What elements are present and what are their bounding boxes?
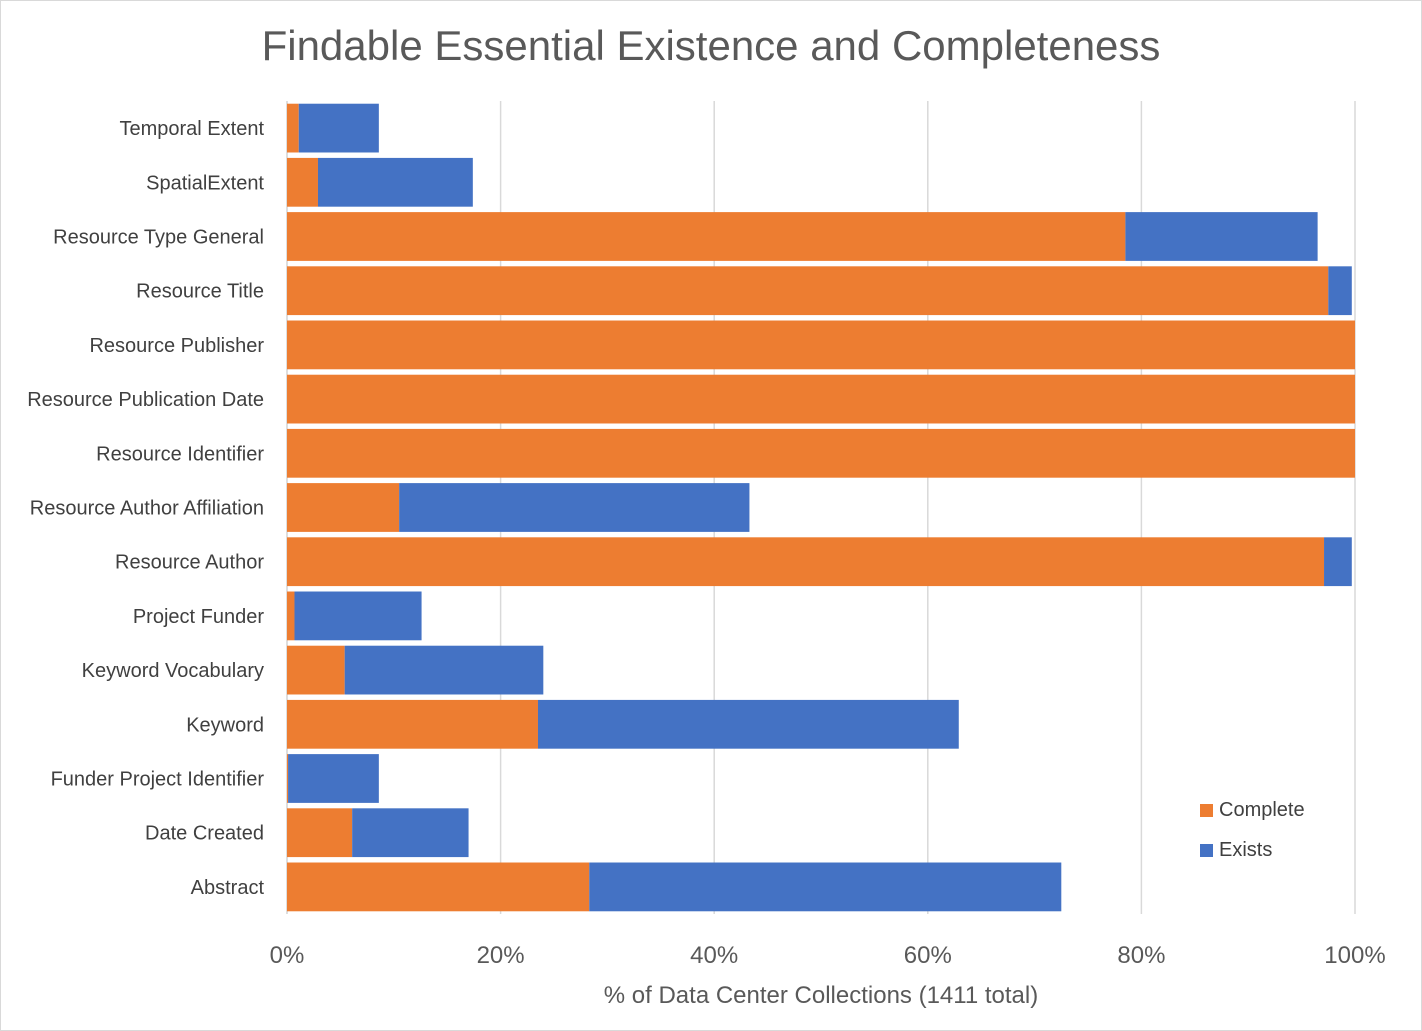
- bar-exists-9: [294, 591, 422, 641]
- category-label: Date Created: [145, 823, 264, 845]
- category-label: Abstract: [191, 877, 265, 899]
- bar-complete-1: [287, 157, 318, 207]
- legend-swatch-complete: [1200, 803, 1213, 817]
- bar-complete-14: [287, 862, 590, 912]
- bar-exists-8: [1324, 537, 1352, 587]
- bar-exists-10: [344, 645, 544, 695]
- chart-title: Findable Essential Existence and Complet…: [261, 22, 1161, 69]
- category-label: Resource Author Affiliation: [30, 498, 264, 520]
- category-label: Resource Publisher: [89, 335, 264, 357]
- bar-complete-11: [287, 699, 538, 749]
- bar-exists-2: [1125, 212, 1318, 261]
- x-tick-label: 60%: [904, 942, 952, 969]
- category-label: Resource Identifier: [96, 443, 264, 465]
- legend-item-exists: Exists: [1200, 830, 1305, 870]
- bars: [287, 103, 1355, 912]
- bar-exists-14: [589, 862, 1062, 912]
- legend-label-exists: Exists: [1219, 838, 1273, 861]
- category-label: Project Funder: [133, 606, 265, 628]
- x-tick-label: 80%: [1117, 942, 1165, 969]
- bar-exists-11: [537, 699, 959, 749]
- bar-complete-0: [287, 103, 299, 153]
- legend-item-complete: Complete: [1200, 790, 1305, 830]
- bar-complete-6: [287, 428, 1355, 478]
- category-label: Resource Type General: [53, 227, 264, 249]
- bar-exists-12: [288, 754, 379, 803]
- category-label: SpatialExtent: [146, 172, 264, 194]
- category-label: Resource Publication Date: [27, 389, 264, 411]
- category-label: Keyword: [186, 714, 264, 736]
- x-tick-labels: 0% 20% 40% 60% 80% 100%: [270, 942, 1386, 969]
- category-label: Temporal Extent: [119, 118, 264, 140]
- bar-complete-9: [287, 591, 295, 641]
- legend: Complete Exists: [1200, 790, 1305, 870]
- bar-complete-3: [287, 266, 1329, 316]
- x-tick-label: 40%: [690, 942, 738, 969]
- bar-exists-0: [298, 103, 379, 153]
- x-axis-label: % of Data Center Collections (1411 total…: [603, 982, 1039, 1009]
- bar-exists-13: [352, 808, 469, 858]
- category-labels: Temporal Extent SpatialExtent Resource Typ…: [27, 118, 264, 899]
- legend-label-complete: Complete: [1219, 798, 1305, 821]
- bar-exists-3: [1328, 266, 1352, 316]
- bar-complete-7: [287, 483, 400, 532]
- bar-complete-8: [287, 537, 1325, 587]
- category-label: Resource Title: [136, 281, 264, 303]
- x-tick-label: 20%: [477, 942, 525, 969]
- bar-complete-12: [287, 754, 289, 803]
- bar-complete-2: [287, 212, 1126, 261]
- x-tick-label: 0%: [270, 942, 305, 969]
- category-label: Resource Author: [115, 552, 264, 574]
- bar-complete-4: [287, 320, 1355, 370]
- bar-exists-7: [399, 483, 750, 532]
- legend-swatch-exists: [1200, 843, 1213, 857]
- x-tick-label: 100%: [1324, 942, 1385, 969]
- bar-complete-5: [287, 374, 1355, 424]
- category-label: Keyword Vocabulary: [82, 660, 264, 682]
- bar-complete-13: [287, 808, 353, 858]
- category-label: Funder Project Identifier: [51, 769, 265, 791]
- bar-complete-10: [287, 645, 345, 695]
- bar-exists-1: [317, 157, 473, 207]
